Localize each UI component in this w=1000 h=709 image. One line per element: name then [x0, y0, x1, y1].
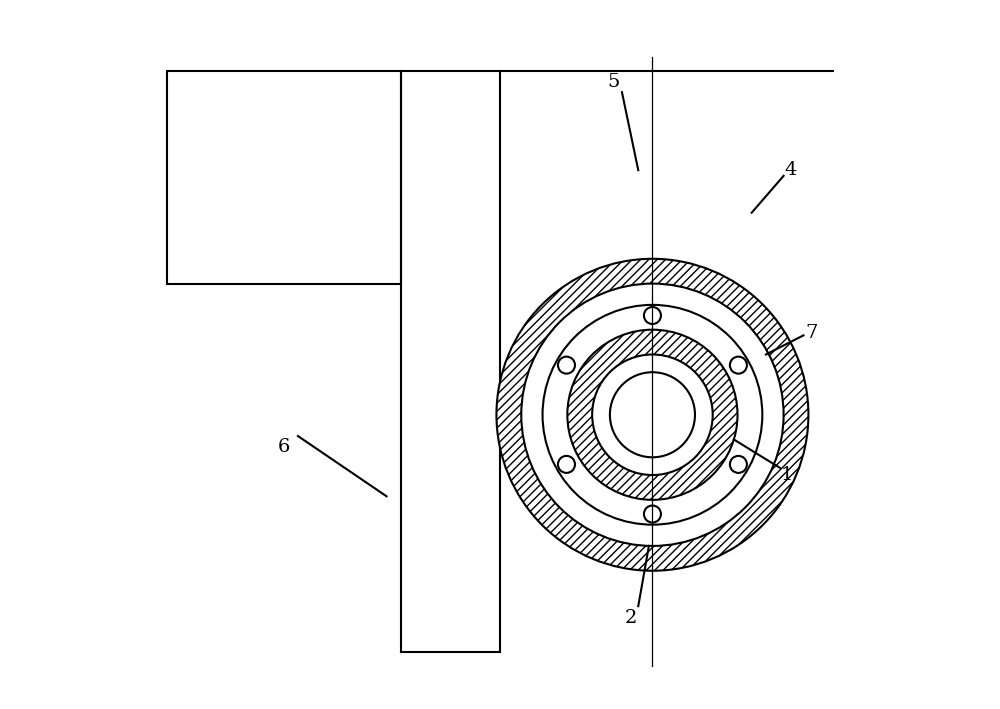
Circle shape	[558, 456, 575, 473]
Text: 5: 5	[607, 72, 620, 91]
Bar	[167, 71, 401, 284]
Circle shape	[730, 357, 747, 374]
Circle shape	[567, 330, 738, 500]
Circle shape	[543, 305, 762, 525]
Text: 1: 1	[781, 466, 793, 484]
Circle shape	[730, 456, 747, 473]
Circle shape	[521, 284, 784, 546]
Text: 4: 4	[785, 161, 797, 179]
Circle shape	[644, 307, 661, 324]
Circle shape	[496, 259, 808, 571]
Circle shape	[610, 372, 695, 457]
Circle shape	[592, 354, 713, 475]
Text: 6: 6	[278, 437, 290, 456]
Text: 2: 2	[625, 609, 637, 627]
Text: 7: 7	[806, 324, 818, 342]
Circle shape	[558, 357, 575, 374]
Circle shape	[644, 506, 661, 523]
Bar	[401, 71, 500, 652]
